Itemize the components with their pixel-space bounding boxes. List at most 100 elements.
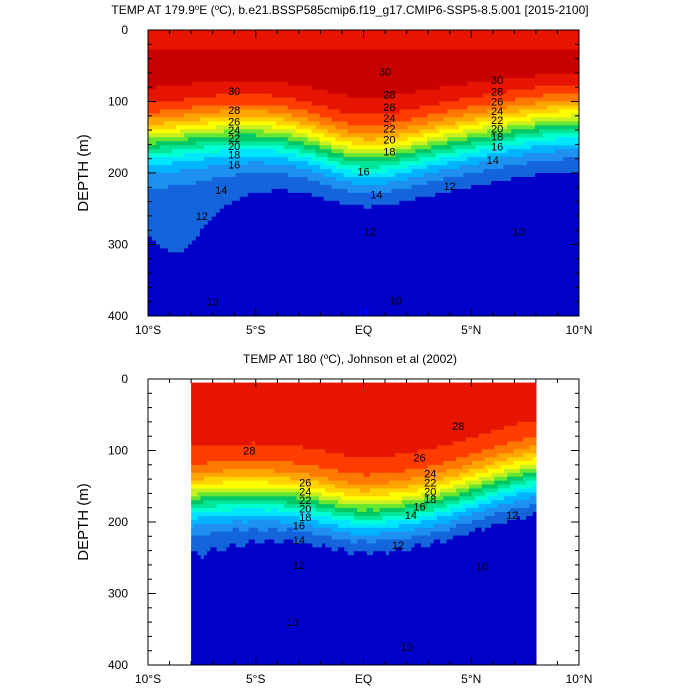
temperature-cell	[275, 220, 281, 226]
temperature-cell	[203, 308, 209, 313]
temperature-cell	[367, 169, 373, 174]
temperature-cell	[191, 284, 197, 289]
temperature-cell	[303, 308, 309, 313]
temperature-cell	[279, 176, 285, 182]
temperature-cell	[283, 45, 289, 51]
temperature-cell	[419, 169, 424, 174]
temperature-cell	[195, 145, 201, 150]
temperature-cell	[251, 149, 257, 154]
temperature-cell	[187, 312, 193, 316]
temperature-cell	[271, 184, 277, 190]
temperature-cell	[399, 49, 405, 55]
temperature-cell	[159, 61, 165, 67]
temperature-cell	[335, 196, 341, 202]
temperature-cell	[223, 73, 229, 79]
temperature-cell	[359, 236, 365, 242]
temperature-cell	[311, 276, 317, 281]
temperature-cell	[343, 117, 349, 122]
temperature-cell	[175, 248, 181, 254]
temperature-cell	[331, 81, 337, 87]
temperature-cell	[323, 49, 329, 55]
temperature-cell	[307, 105, 313, 111]
temperature-cell	[199, 81, 205, 87]
temperature-cell	[295, 69, 301, 75]
temperature-cell	[255, 288, 261, 293]
temperature-cell	[239, 41, 245, 47]
temperature-cell	[215, 121, 221, 126]
temperature-cell	[243, 101, 249, 107]
temperature-cell	[259, 117, 265, 122]
temperature-cell	[331, 45, 337, 51]
temperature-cell	[391, 196, 397, 202]
temperature-cell	[235, 272, 241, 277]
temperature-cell	[219, 113, 225, 118]
temperature-cell	[399, 77, 405, 83]
temperature-cell	[399, 97, 405, 103]
temperature-cell	[247, 220, 253, 226]
temperature-cell	[323, 304, 329, 309]
temperature-cell	[227, 161, 233, 166]
temperature-cell	[239, 188, 245, 194]
temperature-cell	[275, 145, 281, 150]
temperature-cell	[299, 212, 305, 218]
temperature-cell	[263, 165, 269, 170]
temperature-cell	[339, 97, 345, 103]
temperature-cell	[227, 284, 233, 289]
temperature-cell	[411, 288, 416, 293]
temperature-cell	[219, 248, 225, 254]
temperature-cell	[251, 220, 257, 226]
temperature-cell	[331, 53, 337, 59]
temperature-cell	[419, 248, 424, 254]
temperature-cell	[351, 212, 357, 218]
temperature-cell	[279, 244, 285, 250]
temperature-cell	[187, 137, 193, 142]
temperature-cell	[391, 264, 397, 269]
temperature-cell	[391, 268, 397, 273]
temperature-cell	[331, 77, 337, 83]
temperature-cell	[299, 41, 305, 47]
temperature-cell	[335, 117, 341, 122]
temperature-cell	[391, 33, 397, 39]
temperature-cell	[367, 133, 373, 138]
temperature-cell	[191, 240, 197, 246]
temperature-cell	[183, 192, 189, 198]
temperature-cell	[167, 45, 173, 51]
temperature-cell	[227, 288, 233, 293]
temperature-cell	[175, 165, 181, 170]
temperature-cell	[315, 192, 321, 198]
temperature-cell	[235, 53, 241, 59]
temperature-cell	[407, 61, 412, 67]
temperature-cell	[255, 153, 261, 158]
temperature-cell	[403, 304, 408, 309]
temperature-cell	[411, 125, 416, 130]
temperature-cell	[303, 272, 309, 277]
temperature-cell	[363, 176, 369, 182]
temperature-cell	[371, 89, 377, 95]
temperature-cell	[239, 240, 245, 246]
temperature-cell	[315, 188, 321, 194]
temperature-cell	[407, 208, 412, 214]
temperature-cell	[255, 30, 261, 35]
temperature-cell	[255, 125, 261, 130]
temperature-cell	[339, 240, 345, 246]
temperature-cell	[171, 288, 177, 293]
temperature-cell	[419, 49, 424, 55]
temperature-cell	[295, 145, 301, 150]
temperature-cell	[195, 33, 201, 39]
temperature-cell	[327, 192, 333, 198]
temperature-cell	[199, 248, 205, 254]
temperature-cell	[419, 180, 424, 186]
temperature-cell	[331, 145, 337, 150]
temperature-cell	[351, 41, 357, 47]
temperature-cell	[271, 292, 277, 297]
temperature-cell	[219, 240, 225, 246]
temperature-cell	[247, 145, 253, 150]
temperature-cell	[323, 125, 329, 130]
temperature-cell	[151, 129, 157, 134]
temperature-cell	[335, 284, 341, 289]
temperature-cell	[219, 256, 225, 261]
temperature-cell	[379, 153, 385, 158]
temperature-cell	[287, 109, 293, 115]
temperature-cell	[215, 69, 221, 75]
temperature-cell	[359, 224, 365, 230]
